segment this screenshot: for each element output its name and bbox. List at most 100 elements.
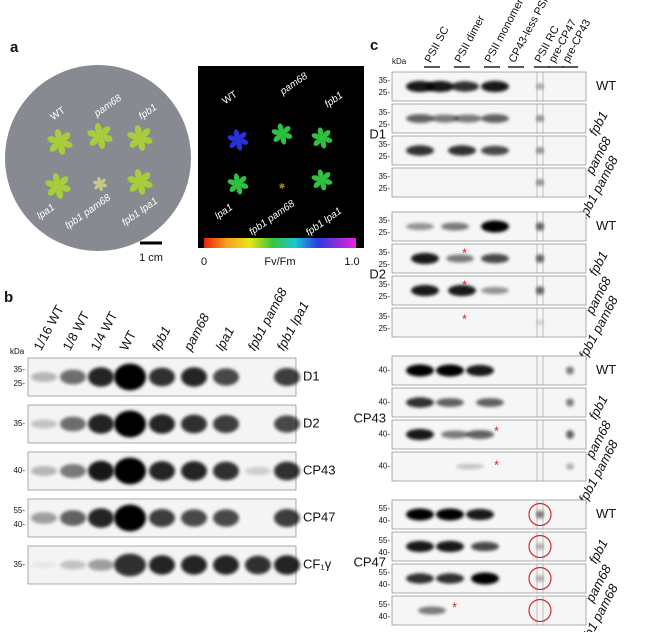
band — [245, 555, 271, 575]
mw-marker: 35- — [13, 419, 25, 428]
column-label: PSII dimer — [453, 14, 488, 65]
row-label: WT — [596, 506, 616, 521]
mw-marker: 55- — [378, 504, 390, 513]
leaf — [236, 185, 243, 195]
band — [436, 364, 464, 377]
row-label: WT — [596, 362, 616, 377]
highlight-circle — [528, 502, 552, 527]
mw-marker: 40- — [13, 520, 25, 529]
mw-marker: 40- — [13, 466, 25, 475]
mw-marker: 35- — [13, 560, 25, 569]
leaf — [141, 172, 151, 182]
row-label: fpb1 — [586, 393, 611, 422]
colorbar-min: 0 — [201, 256, 207, 268]
leaf — [317, 127, 324, 137]
row-label: WT — [596, 78, 616, 93]
plant-center — [319, 135, 325, 141]
band — [31, 372, 57, 382]
band — [213, 415, 239, 433]
leaf — [227, 135, 237, 142]
band — [88, 559, 114, 571]
band — [181, 367, 207, 387]
mw-marker: 25- — [378, 184, 390, 193]
leaf — [313, 138, 322, 146]
band — [466, 508, 494, 521]
band — [536, 146, 544, 155]
band — [31, 419, 57, 429]
leaf — [89, 136, 99, 146]
band — [114, 553, 146, 577]
leaf — [129, 182, 139, 192]
leaf — [227, 179, 237, 186]
band — [471, 541, 499, 552]
leaf — [62, 140, 73, 148]
mw-marker: 40- — [378, 580, 390, 589]
band — [481, 286, 509, 295]
band — [566, 366, 574, 375]
blot-name: CP47 — [303, 509, 336, 524]
leaf — [282, 185, 285, 188]
leaf — [134, 169, 142, 180]
plant-center — [136, 134, 144, 142]
highlight-circle — [528, 598, 552, 623]
band — [536, 83, 544, 90]
band — [448, 145, 476, 156]
leaf — [280, 135, 287, 145]
leaf — [233, 129, 240, 139]
band — [149, 461, 175, 481]
group-name: CP47 — [353, 554, 386, 569]
leaf — [273, 134, 282, 142]
band — [181, 461, 207, 481]
band — [88, 460, 114, 482]
band — [471, 572, 499, 585]
band — [536, 575, 544, 582]
band — [536, 178, 544, 187]
band — [274, 415, 300, 433]
group-name: D1 — [369, 126, 386, 141]
asterisk: * — [462, 277, 467, 292]
asterisk: * — [452, 599, 457, 614]
mw-marker: 55- — [378, 568, 390, 577]
blot-name: CP43 — [303, 462, 336, 477]
asterisk: * — [462, 245, 467, 260]
leaf — [100, 178, 106, 184]
band — [181, 509, 207, 527]
kda-label: kDa — [10, 347, 25, 356]
band — [31, 561, 57, 569]
leaf — [283, 132, 293, 139]
leaf — [49, 142, 59, 152]
kda-label: kDa — [392, 57, 407, 66]
plant-center — [319, 177, 325, 183]
blot — [391, 167, 587, 198]
leaf — [282, 183, 285, 186]
blot-name: D2 — [303, 415, 320, 430]
mw-marker: 35- — [378, 108, 390, 117]
plant-center — [235, 137, 241, 143]
band — [566, 463, 574, 470]
asterisk: * — [494, 457, 499, 472]
band — [149, 414, 175, 434]
leaf — [239, 138, 249, 145]
band — [536, 510, 544, 519]
band — [466, 364, 494, 377]
scale-label: 1 cm — [139, 252, 163, 264]
band — [406, 222, 434, 231]
band — [114, 457, 146, 485]
asterisk: * — [494, 423, 499, 438]
colorbar-label: Fv/Fm — [264, 256, 295, 268]
band — [436, 508, 464, 521]
lane-label: fpb1 — [148, 324, 173, 353]
mw-marker: 40- — [378, 366, 390, 375]
leaf — [93, 180, 99, 185]
band — [436, 398, 464, 407]
band — [181, 414, 207, 434]
leaf — [142, 180, 153, 188]
blot — [391, 451, 587, 482]
leaf — [317, 169, 324, 179]
mw-marker: 25- — [378, 88, 390, 97]
group-name: CP43 — [353, 410, 386, 425]
mw-marker: 55- — [378, 536, 390, 545]
band — [431, 114, 459, 123]
highlight-circle — [528, 534, 552, 559]
band — [60, 464, 86, 478]
